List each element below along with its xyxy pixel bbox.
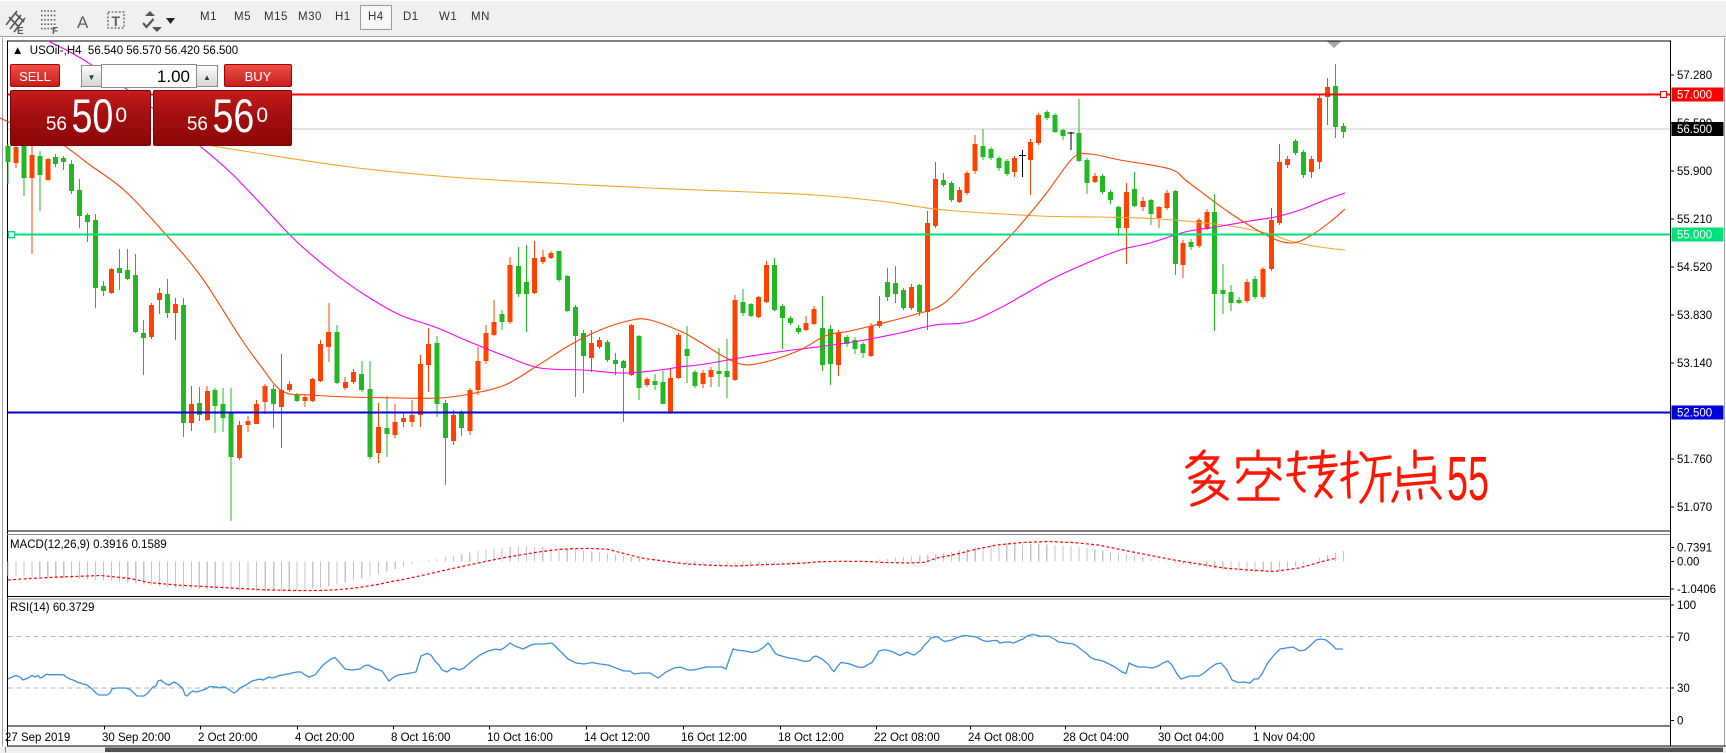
svg-text:4 Oct 20:00: 4 Oct 20:00 — [295, 732, 354, 744]
svg-text:E: E — [17, 26, 24, 37]
svg-text:T: T — [112, 13, 121, 29]
svg-text:0.00: 0.00 — [1677, 556, 1699, 568]
svg-text:51.760: 51.760 — [1677, 454, 1712, 466]
svg-text:53.830: 53.830 — [1677, 310, 1712, 322]
svg-text:28 Oct 04:00: 28 Oct 04:00 — [1063, 732, 1129, 744]
svg-text:30 Sep 20:00: 30 Sep 20:00 — [102, 732, 170, 744]
svg-text:24 Oct 08:00: 24 Oct 08:00 — [968, 732, 1034, 744]
svg-text:27 Sep 2019: 27 Sep 2019 — [5, 732, 70, 744]
svg-text:55.900: 55.900 — [1677, 166, 1712, 178]
svg-text:1 Nov 04:00: 1 Nov 04:00 — [1253, 732, 1315, 744]
svg-text:10 Oct 16:00: 10 Oct 16:00 — [487, 732, 553, 744]
svg-text:30 Oct 04:00: 30 Oct 04:00 — [1158, 732, 1224, 744]
svg-text:F: F — [52, 26, 58, 37]
svg-text:55.000: 55.000 — [1677, 230, 1712, 242]
svg-text:0.7391: 0.7391 — [1677, 543, 1712, 555]
svg-text:53.140: 53.140 — [1677, 358, 1712, 370]
svg-text:51.070: 51.070 — [1677, 502, 1712, 514]
svg-text:2 Oct 20:00: 2 Oct 20:00 — [198, 732, 257, 744]
svg-text:56.500: 56.500 — [1677, 124, 1712, 136]
svg-text:57.000: 57.000 — [1677, 90, 1712, 102]
svg-text:-1.0406: -1.0406 — [1677, 584, 1716, 596]
svg-text:55: 55 — [1447, 445, 1489, 514]
svg-text:A: A — [77, 13, 89, 32]
svg-text:18 Oct 12:00: 18 Oct 12:00 — [778, 732, 844, 744]
svg-text:30: 30 — [1677, 683, 1690, 695]
svg-text:14 Oct 12:00: 14 Oct 12:00 — [584, 732, 650, 744]
svg-text:57.280: 57.280 — [1677, 70, 1712, 82]
svg-text:MACD(12,26,9) 0.3916 0.1589: MACD(12,26,9) 0.3916 0.1589 — [10, 539, 167, 551]
svg-text:52.500: 52.500 — [1677, 408, 1712, 420]
svg-text:100: 100 — [1677, 600, 1696, 612]
svg-text:16 Oct 12:00: 16 Oct 12:00 — [681, 732, 747, 744]
svg-text:22 Oct 08:00: 22 Oct 08:00 — [874, 732, 940, 744]
svg-text:70: 70 — [1677, 632, 1690, 644]
svg-text:0: 0 — [1677, 716, 1683, 728]
svg-text:8 Oct 16:00: 8 Oct 16:00 — [391, 732, 450, 744]
svg-text:RSI(14) 60.3729: RSI(14) 60.3729 — [10, 602, 94, 614]
svg-text:55.210: 55.210 — [1677, 214, 1712, 226]
svg-text:54.520: 54.520 — [1677, 262, 1712, 274]
